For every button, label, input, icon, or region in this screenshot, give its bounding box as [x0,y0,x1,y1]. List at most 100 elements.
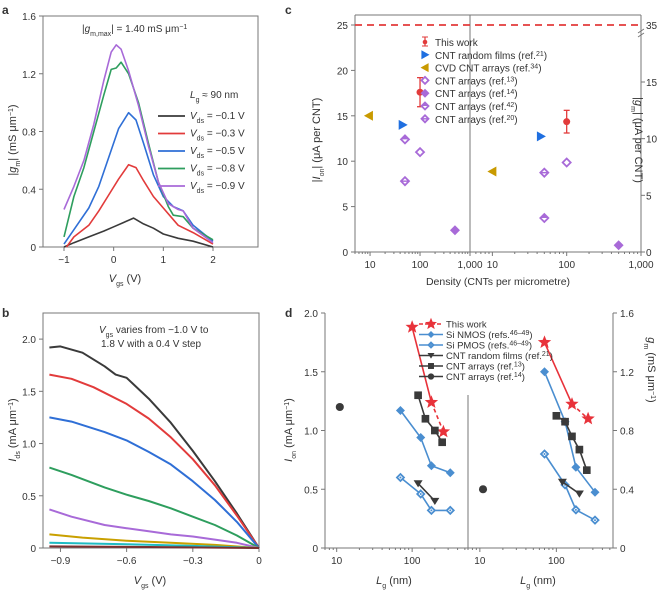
legend-label: This work [446,320,487,331]
y-tick-label: 0 [342,248,348,259]
data-point-right [557,478,567,486]
data-point-right [487,166,497,177]
panel-label-a: a [2,3,9,17]
data-point-right [568,432,576,441]
series-line-right [543,453,596,521]
y-tick-label: 15 [337,112,349,123]
data-point-right [537,335,552,348]
panel-a-chart: 0 0.4 0.8 1.2 1.6 −1 0 1 2 Vgs (V) |gm| (mS μm−1) |… [7,12,259,288]
legend-marker-outline [420,101,430,111]
data-point-left [449,225,460,236]
panel-label-c: c [285,3,292,17]
data-point-left-dot [399,476,402,479]
data-point-right [571,462,581,472]
y-tick-label: 5 [342,203,348,214]
legend-marker [420,63,429,73]
data-point-left [436,424,451,438]
legend-label: CNT arrays (ref.20) [435,114,518,126]
y-tick-label: 0 [30,243,36,254]
data-point-left [405,320,419,333]
data-point-right-dot [543,453,546,455]
y-tick-label: 1.2 [22,70,36,81]
series-line-2 [65,163,214,248]
data-point-right [563,118,571,126]
data-point-right [613,240,624,251]
series-line-6 [49,533,260,549]
panel-d-chart: 0 0.5 1.0 1.5 2.0 0 0.4 0.8 1.2 1.6 10 100 10 100 Lg (… [283,309,657,590]
series-line-left [399,476,451,512]
data-point-right [561,417,569,426]
data-point-right [575,445,584,454]
x-axis-label: Density (CNTs per micrometre) [426,276,570,288]
legend-label: CNT arrays (ref.14) [435,89,518,101]
data-point-left [413,480,423,488]
legend-marker [420,88,430,98]
data-point-left-dot [430,509,433,512]
y-axis-label: |gm| (mS μm−1) [7,104,22,175]
data-point-right [581,411,595,425]
y-axis-label-right: |gm| (μA per CNT) [630,97,645,183]
x-tick-label: −0.3 [183,556,203,567]
y-tick-label: 1.0 [22,440,36,451]
data-point-left [426,461,436,471]
y-tick-label: 25 [337,21,349,32]
right-y-tick-label: 1.2 [620,368,634,379]
legend-label: CNT arrays (ref.42) [435,102,518,114]
series-line-left-dashed [430,401,445,433]
right-y-tick-label: 1.6 [620,309,634,320]
legend-label: Vds = −0.3 V [190,129,245,143]
peak-annotation: |gm,max| = 1.40 mS μm−1 [82,24,187,38]
data-point-left [431,426,439,435]
right-y-tick-label: 10 [646,135,657,146]
x-tick-label: 100 [412,260,429,271]
series-line-5 [63,44,214,244]
data-point-right [552,411,561,420]
data-point-left [399,175,411,187]
y-tick-label: 2.0 [22,335,36,346]
series-line-1 [63,217,214,248]
right-y-tick-label: 5 [646,191,652,202]
series-line-4 [49,466,260,549]
legend-label: Vds = −0.5 V [190,146,245,160]
data-point-right [540,367,550,377]
y-axis-label: Ids (mA μm−1) [7,398,22,461]
y-tick-label: 0.5 [22,492,36,503]
data-point-right [539,167,550,178]
right-y-tick-label: 0.4 [620,485,634,496]
right-y-tick-label: 0 [646,248,652,259]
legend-marker [427,331,435,338]
y-tick-label: 0.8 [22,128,36,139]
right-y-tick-label: 0 [620,544,626,555]
data-point-left [335,402,344,412]
y-tick-label: 0.5 [304,485,318,496]
series-line-left [411,326,433,403]
x-tick-label: 10 [474,556,486,567]
legend-label: This work [435,38,479,49]
x-tick-label: 10 [364,260,376,271]
right-y-tick-label: 35 [646,21,657,32]
data-point-left [421,414,430,423]
x-axis-label-left: Lg (nm) [376,575,412,590]
y-tick-label: 1.5 [22,387,36,398]
series-line-2 [49,373,260,549]
data-point-left [363,110,373,121]
series-line-3 [49,416,260,549]
data-point-left [414,391,422,400]
legend-marker [420,75,430,86]
legend-label: CNT arrays (ref.13) [446,361,525,373]
series-line-8 [49,545,260,549]
annotation-line-1: Vgs varies from −1.0 V to [99,325,209,339]
legend-label: Vds = −0.8 V [190,164,245,178]
series-line-5 [49,508,260,549]
data-point-left [395,406,405,416]
data-point-left [424,395,439,408]
legend-label: Si PMOS (refs.46–49) [446,340,532,352]
right-y-tick-label: 0.8 [620,427,634,438]
right-y-tick-label: 15 [646,78,657,89]
panel-b-chart: 0 0.5 1.0 1.5 2.0 −0.9 −0.6 −0.3 0 Vgs (V) Ids (mA… [7,312,262,590]
data-point-right-outline [539,212,550,224]
data-point-left [399,134,411,145]
legend-marker [428,363,434,369]
x-tick-label: 1,000 [628,260,653,271]
legend-label: Vds = −0.1 V [190,111,245,125]
